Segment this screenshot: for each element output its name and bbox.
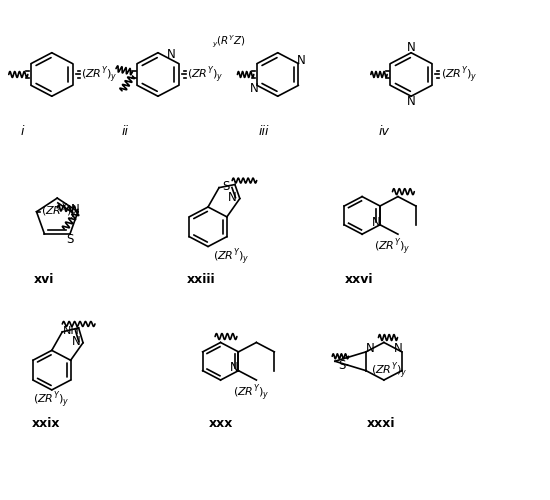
Text: $(ZR^Y)_y$: $(ZR^Y)_y$ (41, 201, 78, 222)
Text: N: N (228, 190, 237, 203)
Text: $(ZR^Y)_y$: $(ZR^Y)_y$ (188, 64, 224, 85)
Text: N: N (407, 94, 415, 108)
Text: xvi: xvi (34, 273, 54, 286)
Text: N: N (71, 203, 80, 216)
Text: N: N (230, 361, 239, 374)
Text: iv: iv (378, 125, 389, 138)
Text: N: N (394, 342, 403, 355)
Text: i: i (20, 125, 24, 138)
Text: xxiii: xxiii (187, 273, 216, 286)
Text: NH: NH (63, 326, 79, 336)
Text: S: S (67, 234, 74, 246)
Text: N: N (365, 342, 374, 355)
Text: $(ZR^Y)_y$: $(ZR^Y)_y$ (233, 382, 270, 403)
Text: $(ZR^Y)_y$: $(ZR^Y)_y$ (371, 360, 408, 381)
Text: xxvi: xxvi (345, 273, 373, 286)
Text: S: S (338, 358, 345, 372)
Text: iii: iii (259, 125, 270, 138)
Text: xxx: xxx (208, 416, 233, 430)
Text: N: N (167, 48, 175, 61)
Text: ii: ii (122, 125, 129, 138)
Text: $(ZR^Y)_y$: $(ZR^Y)_y$ (374, 236, 411, 257)
Text: S: S (222, 180, 230, 192)
Text: $(ZR^Y)_y$: $(ZR^Y)_y$ (81, 64, 118, 85)
Text: N: N (72, 336, 80, 348)
Text: N: N (250, 82, 258, 96)
Text: xxix: xxix (32, 416, 60, 430)
Text: N: N (407, 42, 415, 54)
Text: N: N (297, 54, 306, 66)
Text: xxxi: xxxi (367, 416, 395, 430)
Text: $(ZR^Y)_y$: $(ZR^Y)_y$ (213, 246, 250, 267)
Text: $_y(R^YZ)$: $_y(R^YZ)$ (212, 34, 246, 50)
Text: $(ZR^Y)_y$: $(ZR^Y)_y$ (441, 64, 477, 85)
Text: $(ZR^Y)_y$: $(ZR^Y)_y$ (34, 390, 70, 410)
Text: N: N (372, 216, 381, 229)
